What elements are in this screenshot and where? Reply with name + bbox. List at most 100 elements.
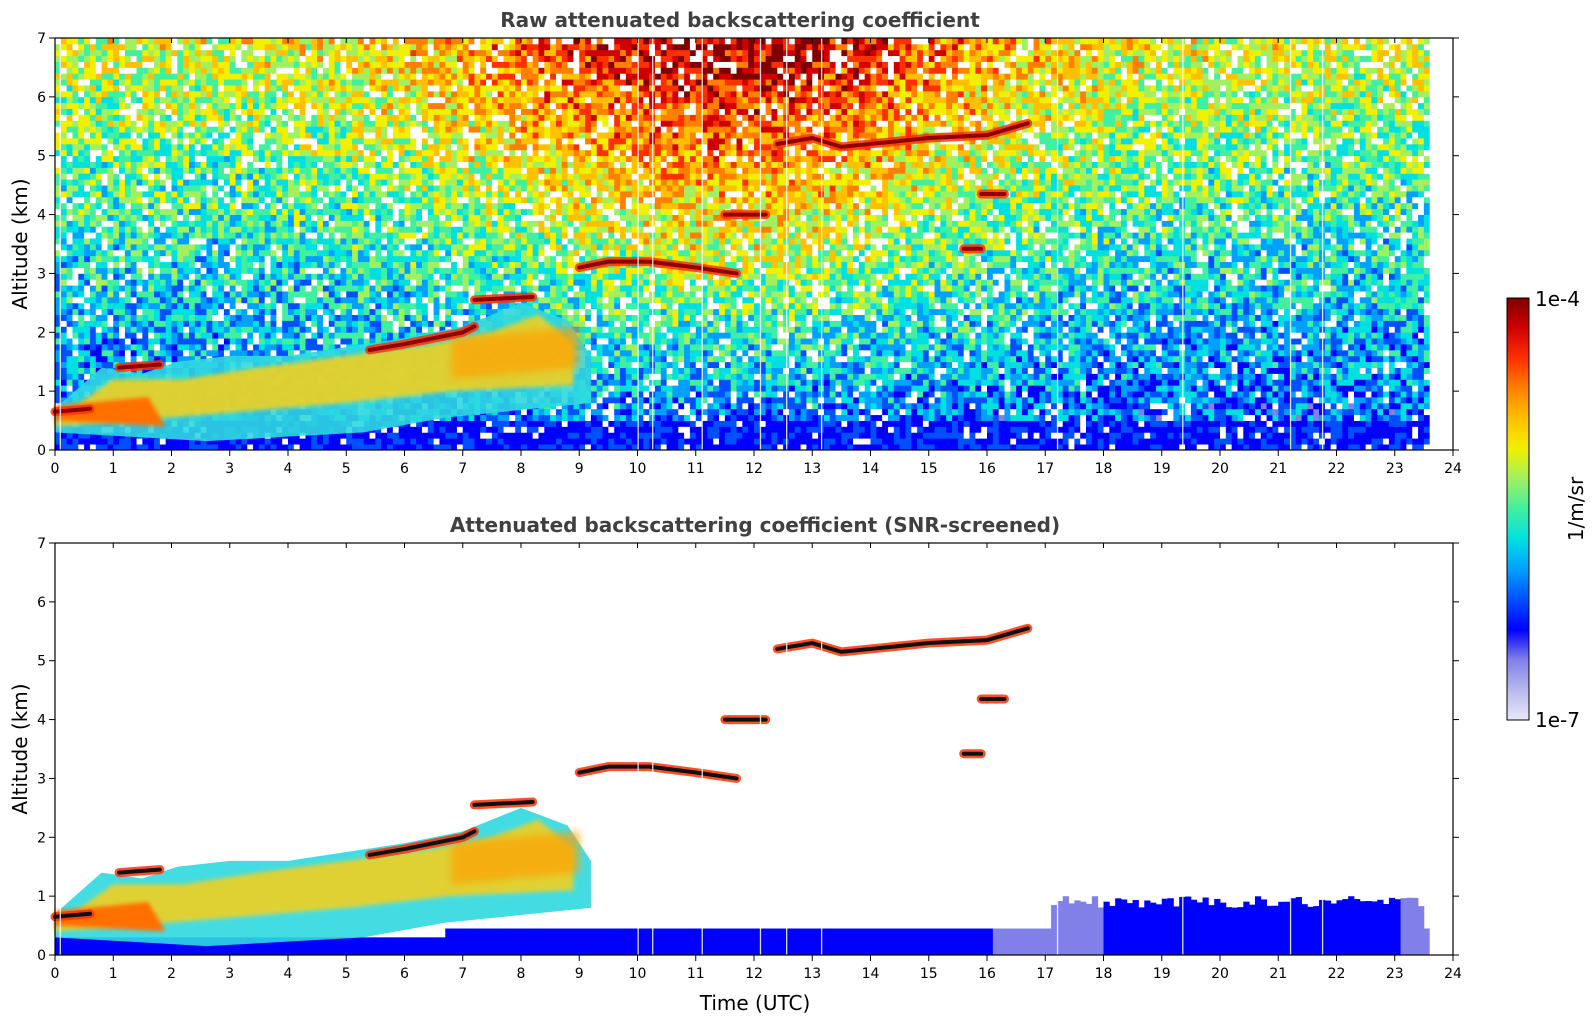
noise-cell: [322, 108, 330, 115]
noise-cell: [328, 279, 335, 286]
noise-cell: [299, 226, 306, 233]
noise-cell: [177, 73, 184, 80]
noise-cell: [60, 179, 68, 186]
noise-cell: [305, 191, 312, 198]
noise-cell: [346, 61, 353, 68]
noise-cell: [305, 291, 312, 298]
noise-cell: [253, 267, 260, 274]
noise-cell: [328, 202, 335, 210]
noise-cell: [293, 90, 301, 98]
noise-cell: [183, 261, 190, 268]
noise-cell: [439, 267, 446, 274]
noise-cell: [247, 179, 254, 186]
noise-cell: [84, 208, 91, 215]
noise-cell: [445, 420, 452, 427]
noise-cell: [305, 308, 312, 316]
noise-cell: [305, 85, 312, 92]
noise-cell: [55, 138, 62, 145]
noise-cell: [171, 179, 178, 186]
noise-cell: [398, 185, 405, 192]
noise-cell: [369, 338, 376, 345]
noise-cell: [293, 273, 301, 280]
noise-cell: [130, 267, 137, 274]
noise-cell: [288, 444, 295, 451]
noise-cell: [387, 285, 394, 292]
noise-cell: [183, 338, 190, 345]
noise-cell: [421, 279, 429, 286]
noise-cell: [328, 226, 335, 233]
noise-cell: [183, 143, 190, 151]
noise-cell: [154, 296, 161, 304]
noise-cell: [78, 55, 85, 62]
noise-cell: [387, 161, 394, 168]
noise-cell: [456, 90, 464, 98]
noise-cell: [183, 308, 190, 316]
noise-cell: [299, 196, 306, 204]
noise-cell: [328, 320, 335, 327]
noise-cell: [299, 238, 306, 245]
noise-cell: [194, 296, 202, 304]
noise-cell: [363, 314, 370, 321]
noise-cell: [392, 332, 400, 339]
noise-cell: [416, 261, 423, 268]
noise-cell: [212, 214, 219, 221]
noise-cell: [223, 226, 231, 233]
noise-cell: [439, 255, 446, 263]
noise-cell: [101, 108, 108, 115]
noise-cell: [218, 302, 225, 310]
noise-cell: [299, 38, 306, 45]
noise-cell: [200, 67, 207, 74]
noise-cell: [433, 291, 440, 298]
noise-cell: [95, 238, 102, 245]
noise-cell: [264, 49, 271, 57]
noise-cell: [66, 49, 73, 57]
noise-cell: [78, 132, 85, 139]
noise-cell: [427, 155, 435, 162]
noise-cell: [387, 138, 394, 145]
noise-cell: [183, 444, 190, 451]
noise-cell: [78, 202, 85, 210]
noise-cell: [194, 355, 202, 363]
noise-cell: [206, 149, 213, 157]
noise-cell: [171, 85, 178, 92]
noise-cell: [148, 302, 155, 310]
noise-cell: [78, 90, 85, 98]
noise-cell: [119, 214, 126, 221]
noise-cell: [416, 67, 423, 74]
noise-cell: [334, 196, 341, 204]
noise-cell: [194, 55, 202, 62]
noise-cell: [159, 161, 167, 168]
noise-cell: [200, 344, 207, 351]
noise-cell: [241, 179, 248, 186]
noise-cell: [84, 291, 91, 298]
noise-cell: [212, 38, 219, 45]
noise-cell: [107, 49, 114, 57]
noise-cell: [188, 355, 196, 363]
noise-cell: [381, 85, 388, 92]
noise-cell: [288, 302, 295, 310]
noise-cell: [299, 244, 306, 251]
noise-cell: [212, 226, 219, 233]
noise-cell: [410, 185, 417, 192]
noise-cell: [270, 43, 277, 51]
noise-cell: [322, 90, 330, 98]
noise-cell: [66, 85, 73, 92]
noise-cell: [340, 338, 347, 345]
noise-cell: [107, 67, 114, 74]
noise-cell: [270, 285, 277, 292]
noise-cell: [241, 285, 248, 292]
noise-cell: [142, 49, 149, 57]
noise-cell: [375, 308, 382, 316]
noise-cell: [223, 332, 231, 339]
noise-cell: [130, 49, 137, 57]
noise-cell: [293, 55, 301, 62]
noise-cell: [101, 326, 108, 333]
noise-cell: [142, 73, 149, 80]
noise-cell: [130, 308, 137, 316]
noise-cell: [84, 232, 91, 239]
noise-cell: [253, 220, 260, 227]
noise-cell: [334, 161, 341, 168]
noise-cell: [66, 173, 73, 180]
noise-cell: [439, 67, 446, 74]
noise-cell: [229, 96, 236, 104]
